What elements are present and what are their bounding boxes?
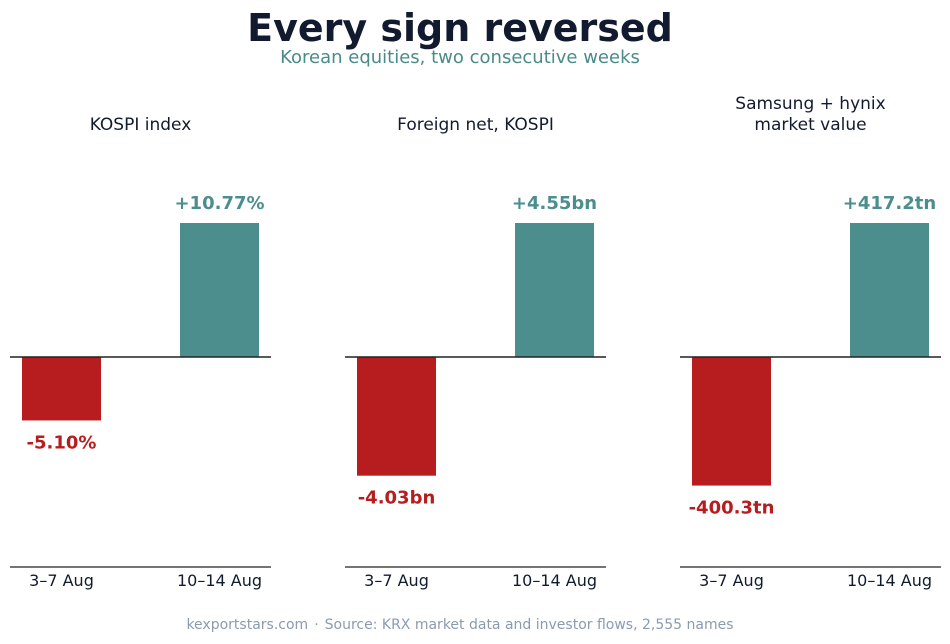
bar — [692, 357, 771, 486]
panel-title: KOSPI index — [90, 115, 192, 135]
panel-title: market value — [754, 115, 866, 135]
footer-separator: · — [314, 617, 319, 633]
x-tick-label: 10–14 Aug — [177, 571, 262, 590]
bar — [22, 357, 101, 421]
panel-title: Samsung + hynix — [735, 94, 885, 114]
x-tick-label: 3–7 Aug — [699, 571, 764, 590]
data-label: +10.77% — [174, 193, 264, 214]
x-tick-label: 10–14 Aug — [847, 571, 932, 590]
chart-panel-1: KOSPI index -5.10% 3–7 Aug +10.77% 10–14 Aug — [10, 115, 271, 590]
footer-source: Source: KRX market data and investor flo… — [324, 617, 734, 633]
data-label: -400.3tn — [689, 498, 775, 519]
bar — [515, 223, 594, 357]
panel-title: Foreign net, KOSPI — [397, 115, 554, 135]
chart-panel-2: Foreign net, KOSPI -4.03bn 3–7 Aug +4.55bn 1… — [345, 115, 606, 590]
data-label: -4.03bn — [358, 488, 436, 509]
chart-title: Every sign reversed — [247, 6, 673, 50]
bar — [180, 223, 259, 357]
chart-subtitle: Korean equities, two consecutive weeks — [280, 47, 640, 68]
data-label: -5.10% — [27, 432, 97, 453]
x-tick-label: 3–7 Aug — [29, 571, 94, 590]
data-label: +417.2tn — [843, 193, 936, 214]
x-tick-label: 3–7 Aug — [364, 571, 429, 590]
data-label: +4.55bn — [512, 193, 597, 214]
bar — [850, 223, 929, 357]
footer-site[interactable]: kexportstars.com — [186, 617, 309, 633]
source-footer: kexportstars.com · Source: KRX market data… — [0, 617, 920, 633]
x-tick-label: 10–14 Aug — [512, 571, 597, 590]
bar — [357, 357, 436, 476]
